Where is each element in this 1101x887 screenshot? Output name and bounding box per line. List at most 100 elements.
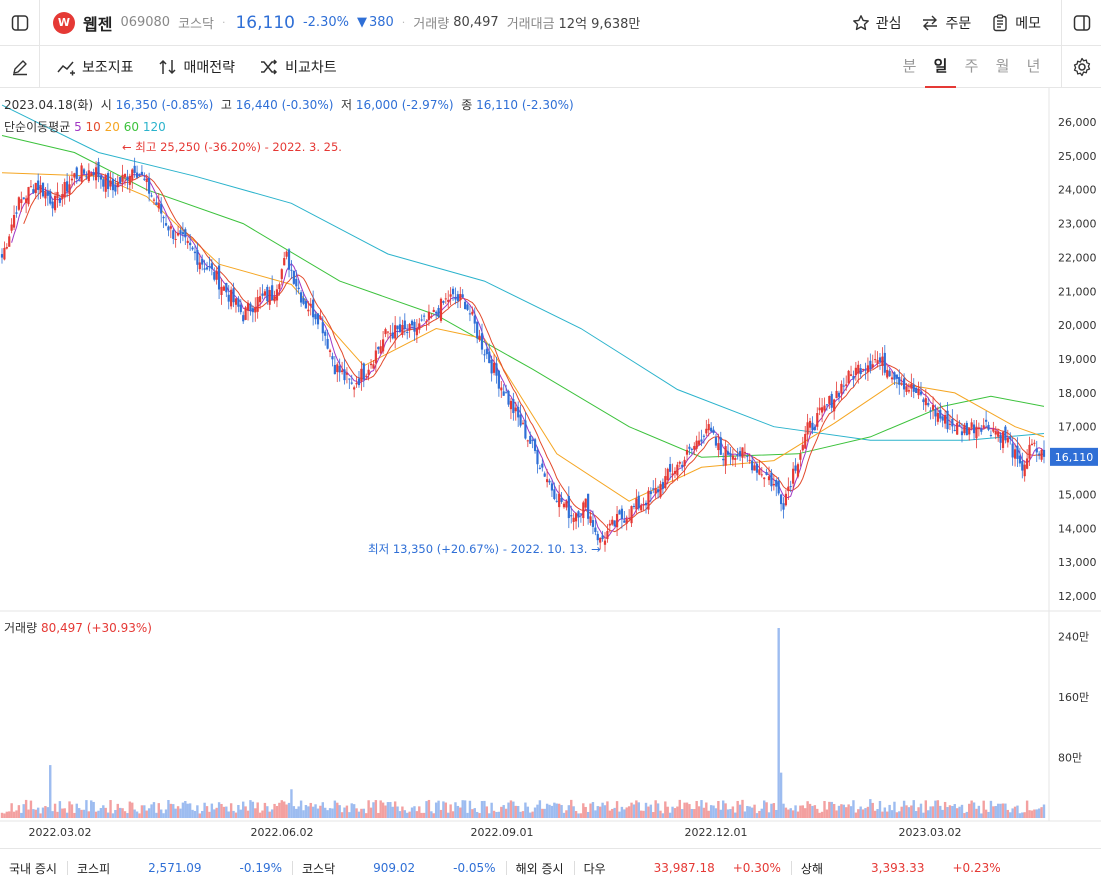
candle-body — [640, 505, 643, 511]
shanghai-change: +0.23% — [952, 861, 1001, 875]
separator-dot: · — [401, 16, 406, 29]
period-minute[interactable]: 분 — [902, 57, 917, 75]
volume-bar — [1033, 809, 1036, 818]
candle-body — [775, 480, 778, 487]
ma60-label: 60 — [123, 120, 140, 134]
volume-bar — [647, 806, 650, 818]
candle-body — [237, 298, 240, 307]
volume-bar — [659, 810, 662, 818]
chart-settings-button[interactable] — [1061, 46, 1101, 88]
candle-body — [61, 194, 64, 200]
volume-bar — [128, 801, 132, 818]
price-chart[interactable]: 26,000 25,000 24,000 23,000 22,000 21,000 20,0… — [0, 88, 1101, 848]
volume-bar — [789, 808, 792, 818]
stock-name[interactable]: 웹젠 — [83, 14, 113, 34]
ma-label: 단순이동평균 — [4, 120, 71, 134]
volume-bar — [550, 805, 554, 818]
period-year[interactable]: 년 — [1026, 57, 1041, 75]
candle-body — [1026, 458, 1029, 469]
period-week[interactable]: 주 — [964, 57, 979, 75]
order-button[interactable]: 주문 — [921, 13, 971, 33]
moving-average-legend[interactable]: 단순이동평균 5 10 20 60 120 — [4, 118, 166, 135]
strategy-label: 매매전략 — [183, 59, 236, 76]
volume-bar — [866, 806, 870, 818]
compare-button[interactable]: 비교차트 — [259, 57, 337, 77]
candle-body — [99, 175, 102, 180]
volume-bar — [895, 812, 899, 818]
volume-bar — [184, 801, 187, 818]
strategy-button[interactable]: 매매전략 — [158, 57, 236, 77]
watch-button[interactable]: 관심 — [852, 13, 901, 33]
candle-body — [782, 503, 785, 510]
candle-body — [767, 476, 771, 481]
candle-body — [92, 172, 95, 176]
candle-body — [927, 402, 930, 406]
volume-bar — [857, 809, 860, 818]
compare-label: 비교차트 — [285, 59, 337, 76]
volume-bar — [263, 802, 267, 818]
candle-body — [242, 315, 245, 322]
volume-bar — [466, 812, 469, 818]
volume-bar — [352, 804, 356, 818]
candle-body — [488, 351, 491, 364]
candle-body — [719, 437, 722, 455]
candle-body — [439, 298, 443, 321]
candle-body — [280, 269, 283, 279]
date-tick-label: 2023.03.02 — [899, 826, 962, 839]
volume-bar — [625, 807, 628, 818]
candle-body — [587, 493, 590, 519]
dow-label[interactable]: 다우 — [583, 861, 606, 876]
kospi-label[interactable]: 코스피 — [76, 861, 111, 876]
candle-body — [507, 390, 510, 405]
volume-bar — [104, 807, 107, 818]
volume-bar — [671, 806, 674, 818]
volume-bar — [524, 802, 527, 818]
candle-body — [760, 474, 763, 476]
candle-body — [191, 247, 194, 250]
volume-bar — [365, 813, 368, 818]
candle-body — [102, 179, 105, 187]
volume-bar — [434, 802, 438, 818]
volume-bar — [29, 800, 33, 818]
right-panel-toggle-button[interactable] — [1061, 0, 1101, 46]
candle-body — [316, 313, 320, 325]
kosdaq-label[interactable]: 코스닥 — [302, 861, 336, 876]
candle-body — [22, 197, 25, 200]
volume-bar — [594, 810, 597, 818]
candle-body — [874, 359, 877, 361]
volume-bar — [512, 801, 515, 818]
candle-body — [432, 309, 435, 313]
shanghai-label[interactable]: 상해 — [800, 861, 824, 876]
drawing-tool-button[interactable] — [0, 45, 40, 88]
volume-bar — [471, 809, 474, 818]
volume-bar — [516, 805, 520, 818]
indicators-button[interactable]: 보조지표 — [56, 57, 134, 77]
candle-body — [574, 513, 578, 522]
volume-bar — [854, 812, 858, 818]
volume-bar — [90, 800, 93, 818]
memo-button[interactable]: 메모 — [991, 13, 1041, 33]
volume-bar — [447, 812, 450, 818]
period-month[interactable]: 월 — [995, 57, 1010, 75]
candle-body — [570, 515, 573, 517]
volume-bar — [44, 806, 47, 818]
volume-bar — [598, 806, 602, 818]
candle-body — [905, 386, 908, 392]
volume-value: 80,497 — [453, 15, 499, 30]
candle-body — [953, 429, 956, 431]
sidebar-toggle-button[interactable] — [0, 0, 40, 46]
volume-bar — [635, 800, 638, 818]
volume-bar — [27, 809, 30, 818]
candle-body — [336, 364, 339, 373]
candle-body — [220, 286, 223, 295]
candle-body — [985, 419, 988, 422]
candle-body — [999, 434, 1002, 443]
volume-bar — [215, 807, 218, 818]
volume-bar — [1001, 803, 1005, 818]
period-day[interactable]: 일 — [925, 46, 956, 88]
candle-body — [751, 460, 754, 471]
candle-body — [114, 185, 117, 192]
candle-body — [258, 296, 262, 303]
volume-bar — [444, 802, 448, 818]
volume-bar — [987, 811, 990, 818]
